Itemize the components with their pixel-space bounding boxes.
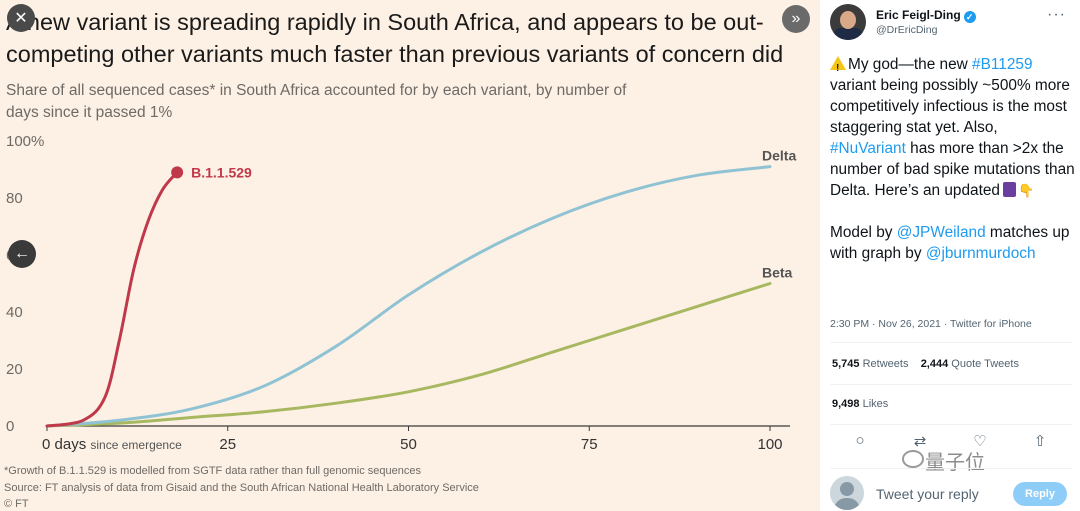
chart-source: Source: FT analysis of data from Gisaid …: [4, 482, 479, 494]
tweet-timestamp[interactable]: 2:30 PM · Nov 26, 2021 · Twitter for iPh…: [830, 318, 1032, 330]
reply-icon[interactable]: ○: [855, 432, 865, 449]
tweet-body: My god—the new #B11259 variant being pos…: [830, 54, 1075, 264]
avatar-body: [834, 498, 860, 510]
author-avatar[interactable]: [830, 4, 866, 40]
expand-panel-button[interactable]: »: [782, 5, 810, 33]
y-tick-label: 80: [6, 190, 23, 207]
x-tick-label: 50: [400, 436, 417, 453]
series-label-b11529: B.1.1.529: [191, 164, 252, 180]
close-icon: ✕: [14, 10, 28, 27]
user-avatar: [830, 476, 864, 510]
y-tick-label: 40: [6, 304, 23, 321]
tweet-text-part: My god—the new: [848, 56, 973, 73]
more-options-icon[interactable]: ···: [1047, 6, 1066, 23]
verified-badge-icon: ✓: [963, 11, 976, 23]
retweets-label: Retweets: [862, 358, 909, 370]
line-chart: 020406080100%0 days since emergence25507…: [6, 133, 796, 453]
image-viewer: A new variant is spreading rapidly in So…: [0, 0, 820, 511]
like-icon[interactable]: ♡: [973, 433, 987, 450]
chart-title: A new variant is spreading rapidly in So…: [6, 9, 784, 67]
double-chevron-right-icon: »: [791, 10, 801, 27]
warning-icon: [830, 56, 846, 79]
y-tick-label: 0: [6, 418, 14, 435]
chart-credit: © FT: [4, 498, 29, 510]
x-tick-label: 0 days since emergence: [42, 436, 182, 453]
likes-label: Likes: [862, 398, 889, 410]
x-tick-label-part: 0 days: [42, 436, 90, 453]
series-line: [45, 170, 179, 428]
retweets-count: 5,745: [832, 358, 860, 370]
series-endpoint: [171, 166, 184, 179]
y-tick-label: 20: [6, 361, 23, 378]
reply-button[interactable]: Reply: [1013, 482, 1067, 506]
quotes-stat[interactable]: 2,444 Quote Tweets: [921, 358, 1019, 370]
mention-link[interactable]: @jburnmurdoch: [925, 245, 1036, 262]
tweet-text-part: has more than >2x the number of bad spik…: [830, 140, 1075, 199]
author-handle[interactable]: @DrEricDing: [876, 24, 938, 36]
close-button[interactable]: ✕: [7, 4, 35, 32]
author-name-text: Eric Feigl-Ding: [876, 8, 961, 22]
pointing-down-icon: 👇: [1017, 183, 1035, 198]
x-tick-label: 100: [757, 436, 782, 453]
retweets-stat[interactable]: 5,745 Retweets: [832, 358, 908, 370]
hashtag-link[interactable]: #NuVariant: [830, 140, 906, 157]
series-label-delta: Delta: [762, 148, 796, 164]
chart-subtitle: Share of all sequenced cases* in South A…: [6, 82, 627, 121]
arrow-left-icon: ←: [14, 245, 30, 262]
retweet-icon[interactable]: ⇄: [913, 433, 927, 450]
divider: [830, 424, 1072, 425]
mention-link[interactable]: @JPWeiland: [896, 224, 986, 241]
author-name[interactable]: Eric Feigl-Ding ✓: [876, 8, 976, 23]
series-label-beta: Beta: [762, 265, 793, 281]
watermark-text: 量子位: [925, 450, 985, 474]
thread-icon: [1002, 182, 1016, 197]
x-tick-label: 25: [219, 436, 236, 453]
y-tick-label: 100%: [6, 133, 44, 150]
avatar-head: [840, 482, 854, 496]
divider: [830, 384, 1072, 385]
likes-stat[interactable]: 9,498 Likes: [832, 398, 888, 410]
paragraph-gap: [830, 201, 1075, 222]
quotes-label: Quote Tweets: [951, 358, 1019, 370]
tweet-text-part: Model by: [830, 224, 897, 241]
reply-input[interactable]: Tweet your reply: [876, 486, 979, 502]
likes-count: 9,498: [832, 398, 860, 410]
quotes-count: 2,444: [920, 358, 949, 370]
tweet-stats: 5,745 Retweets 2,444 Quote Tweets: [832, 358, 1019, 370]
chart-footnote: *Growth of B.1.1.529 is modelled from SG…: [4, 465, 421, 477]
share-icon[interactable]: ⇧: [1033, 433, 1047, 450]
series-line: [45, 165, 772, 428]
divider: [830, 342, 1072, 343]
wechat-watermark-icon: [902, 450, 924, 468]
previous-image-button[interactable]: ←: [8, 240, 36, 268]
avatar-body: [833, 28, 863, 40]
x-tick-label-part: since emergence: [90, 438, 182, 452]
tweet-panel: Eric Feigl-Ding✓ @DrEricDing ··· My god—…: [820, 0, 1080, 511]
hashtag-link[interactable]: #B11259: [972, 56, 1033, 73]
tweet-text-part: matches up with graph by: [830, 224, 1070, 262]
series-line: [45, 282, 772, 428]
tweet-text-part: variant being possibly ~500% more compet…: [830, 77, 1070, 136]
avatar-face: [840, 11, 856, 29]
divider: [830, 468, 1072, 469]
x-tick-label: 75: [581, 436, 598, 453]
